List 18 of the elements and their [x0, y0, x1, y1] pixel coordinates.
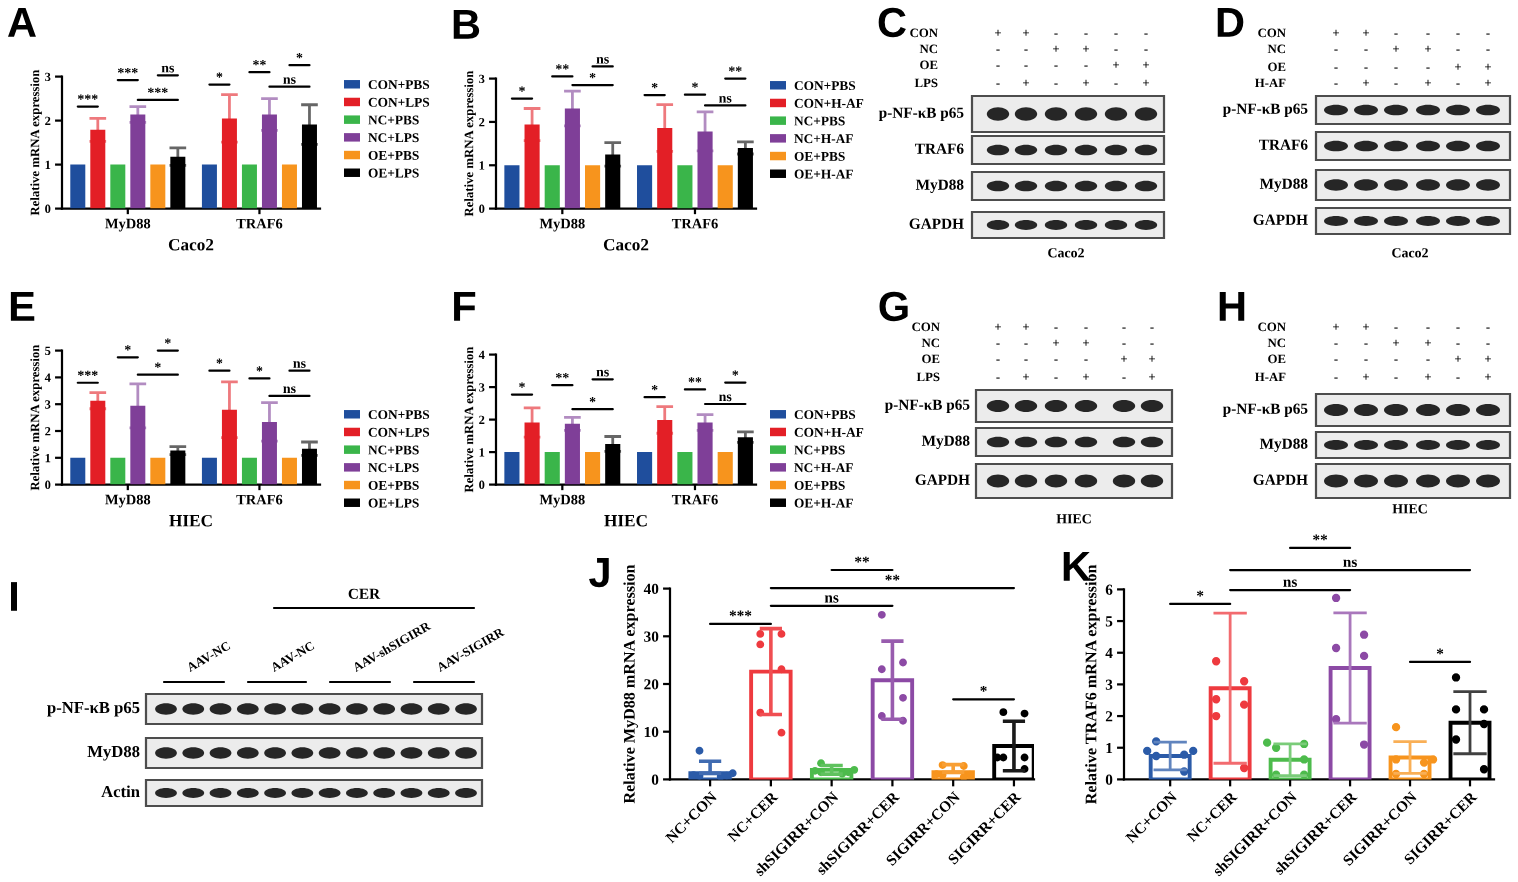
- chart-title: E: [10, 292, 35, 321]
- text: MyD88: [87, 745, 140, 761]
- text: Actin: [101, 785, 140, 798]
- y-axis-title: Relative MyD88 mRNA expression: [623, 564, 639, 804]
- text: G: [879, 291, 908, 322]
- x-axis-title: Caco2: [168, 238, 214, 251]
- chart-title: B: [453, 10, 480, 39]
- text: D: [1217, 8, 1244, 37]
- chart-title: A: [7, 8, 36, 37]
- x-axis-title: HIEC: [604, 514, 647, 527]
- chart-title: J: [589, 558, 609, 588]
- chart-title: F: [454, 292, 476, 321]
- text: C: [878, 7, 906, 38]
- text: I: [11, 582, 17, 611]
- text: p-NF-κB p65: [47, 701, 140, 717]
- x-axis-title: HIEC: [169, 514, 212, 527]
- x-axis-title: Caco2: [603, 238, 649, 251]
- text: H: [1219, 292, 1245, 321]
